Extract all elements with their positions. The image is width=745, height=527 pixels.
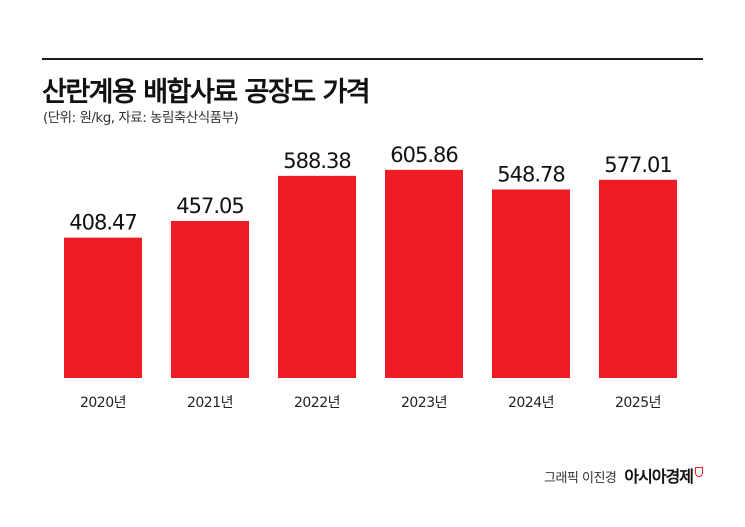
bar-1 (171, 220, 249, 378)
x-tick-label-0: 2020년 (80, 395, 126, 411)
value-label-3: 605.86 (390, 143, 458, 167)
chart-subtitle: (단위: 원/kg, 자료: 농림축산식품부) (43, 110, 239, 126)
x-tick-label-1: 2021년 (187, 395, 233, 411)
brand-name: 아시아경제 (624, 467, 694, 486)
value-label-1: 457.05 (176, 194, 243, 218)
graphic-credit: 그래픽 이진경 (543, 471, 617, 486)
top-rule (42, 58, 703, 60)
bar-0 (64, 237, 142, 378)
value-label-0: 408.47 (69, 211, 136, 235)
chart-title: 산란계용 배합사료 공장도 가격 (42, 77, 371, 108)
bar-5 (599, 179, 677, 378)
value-label-2: 588.38 (283, 149, 350, 173)
bar-3 (385, 169, 463, 378)
value-label-5: 577.01 (604, 153, 671, 177)
brand-mark-icon (695, 467, 703, 477)
credit: 그래픽 이진경 아시아경제 (544, 463, 703, 487)
x-tick-label-2: 2022년 (294, 395, 340, 411)
x-tick-label-4: 2024년 (508, 395, 554, 411)
value-label-4: 548.78 (497, 162, 564, 186)
x-tick-label-3: 2023년 (401, 395, 447, 411)
bar-4 (492, 189, 570, 378)
x-tick-label-5: 2025년 (615, 395, 661, 411)
bar-2 (278, 175, 356, 378)
brand-logo: 아시아경제 (624, 463, 703, 487)
